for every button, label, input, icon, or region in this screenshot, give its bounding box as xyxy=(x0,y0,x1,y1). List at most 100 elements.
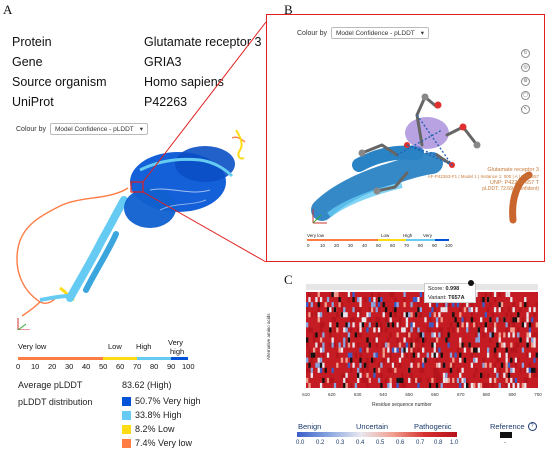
dist-low: 8.2% Low xyxy=(122,424,175,434)
heatmap-cell xyxy=(408,332,411,338)
heatmap-cell xyxy=(442,377,446,383)
heatmap-cell xyxy=(352,362,355,368)
heatmap-cell xyxy=(482,357,485,363)
heatmap-cell xyxy=(475,367,478,373)
variant-heatmap[interactable]: 610 620 630 640 650 660 670 680 690 700 xyxy=(296,282,544,400)
heatmap-cell xyxy=(394,312,397,318)
select-cursor-icon[interactable]: ↖ xyxy=(521,105,530,114)
heatmap-cell xyxy=(319,357,323,363)
heatmap-cell xyxy=(498,372,501,378)
heatmap-cell xyxy=(352,292,355,298)
heatmap-cell xyxy=(459,337,462,343)
dist-text: 7.4% Very low xyxy=(135,438,193,448)
heatmap-cell xyxy=(517,332,520,338)
heatmap-reference-cell xyxy=(345,322,348,328)
heatmap-cell xyxy=(319,297,323,303)
chevron-down-icon: ▾ xyxy=(420,30,424,37)
heatmap-cell xyxy=(401,372,404,378)
heatmap-cell xyxy=(463,342,467,348)
heatmap-cell xyxy=(486,352,490,358)
heatmap-cell xyxy=(361,377,364,383)
heatmap-cell xyxy=(428,322,432,328)
heatmap-cell xyxy=(373,297,376,303)
heatmap-cell xyxy=(470,347,474,353)
heatmap-cell xyxy=(447,377,450,383)
heatmap-cell xyxy=(535,372,538,378)
chevron-down-icon: ▾ xyxy=(139,126,143,133)
heatmap-cell xyxy=(412,377,416,383)
heatmap-cell xyxy=(389,382,392,388)
heatmap-cell xyxy=(486,382,490,388)
colour-by-select[interactable]: Model Confidence - pLDDT ▾ xyxy=(49,123,148,135)
heatmap-cell xyxy=(526,302,529,308)
heatmap-cell xyxy=(326,377,330,383)
heatmap-cell xyxy=(398,342,402,348)
heatmap-cell xyxy=(524,297,527,303)
heatmap-reference-cell xyxy=(496,342,499,348)
heatmap-cell xyxy=(345,372,348,378)
heatmap-cell xyxy=(319,347,323,353)
settings-icon[interactable]: ⚙ xyxy=(521,77,530,86)
atom xyxy=(434,101,442,109)
heatmap-reference-cell xyxy=(357,372,360,378)
heatmap-cell xyxy=(493,307,497,313)
heatmap-cell xyxy=(308,367,311,373)
heatmap-cell xyxy=(340,302,344,308)
heatmap-cell xyxy=(517,357,520,363)
heatmap-x-tick: 680 xyxy=(483,392,491,397)
heatmap-cell xyxy=(459,342,462,348)
heatmap-cell xyxy=(528,367,532,373)
heatmap-cell xyxy=(531,342,534,348)
heatmap-cell xyxy=(359,347,362,353)
heatmap-cell xyxy=(503,332,506,338)
heatmap-cell xyxy=(317,317,320,323)
heatmap-cell xyxy=(510,327,513,333)
heatmap-cell xyxy=(417,382,420,388)
tick: 90 xyxy=(167,362,176,371)
heatmap-cell xyxy=(466,322,469,328)
heatmap-cell xyxy=(403,382,406,388)
heatmap-cell xyxy=(512,347,515,353)
heatmap-cell xyxy=(391,362,395,368)
heatmap-cell xyxy=(473,317,476,323)
heatmap-cell xyxy=(354,352,358,358)
heatmap-cell xyxy=(317,367,320,373)
screenshot-icon[interactable]: ▢ xyxy=(521,91,530,100)
heatmap-reference-cell xyxy=(319,362,323,368)
heatmap-cell xyxy=(440,332,443,338)
heatmap-cell xyxy=(354,307,358,313)
heatmap-reference-cell xyxy=(322,377,325,383)
zoom-viewer-panel[interactable]: Colour by Model Confidence - pLDDT ▾ ↻ ◎… xyxy=(266,14,545,262)
panel-label-b: B xyxy=(284,2,293,17)
heatmap-cell xyxy=(357,342,360,348)
heatmap-cell xyxy=(410,352,413,358)
bar-low xyxy=(378,239,407,241)
heatmap-cell xyxy=(401,312,404,318)
residue-zoom-structure[interactable] xyxy=(267,15,543,260)
focus-icon[interactable]: ◎ xyxy=(521,63,530,72)
heatmap-cell xyxy=(417,302,420,308)
heatmap-cell xyxy=(317,362,320,368)
heatmap-cell xyxy=(415,377,418,383)
heatmap-cell xyxy=(312,332,316,338)
heatmap-cell xyxy=(475,337,478,343)
tooltip-plddt: pLDDT: 72.69 (Confident) xyxy=(482,186,539,193)
heatmap-cell xyxy=(442,302,446,308)
tick: 50 xyxy=(99,362,108,371)
heatmap-cell xyxy=(417,352,420,358)
heatmap-cell xyxy=(486,372,490,378)
colour-by-select[interactable]: Model Confidence - pLDDT ▾ xyxy=(330,27,429,39)
reset-view-icon[interactable]: ↻ xyxy=(521,49,530,58)
heatmap-cell xyxy=(319,327,323,333)
heatmap-x-tick: 640 xyxy=(380,392,388,397)
structure-high-region xyxy=(83,231,119,293)
help-icon[interactable]: ? xyxy=(527,422,537,431)
heatmap-cell xyxy=(431,382,434,388)
heatmap-cell xyxy=(505,362,508,368)
heatmap-cell xyxy=(463,307,467,313)
heatmap-cell xyxy=(308,327,311,333)
heatmap-cell xyxy=(435,357,439,363)
heatmap-reference-cell xyxy=(306,337,309,343)
heatmap-cell xyxy=(442,372,446,378)
heatmap-cell xyxy=(312,347,316,353)
